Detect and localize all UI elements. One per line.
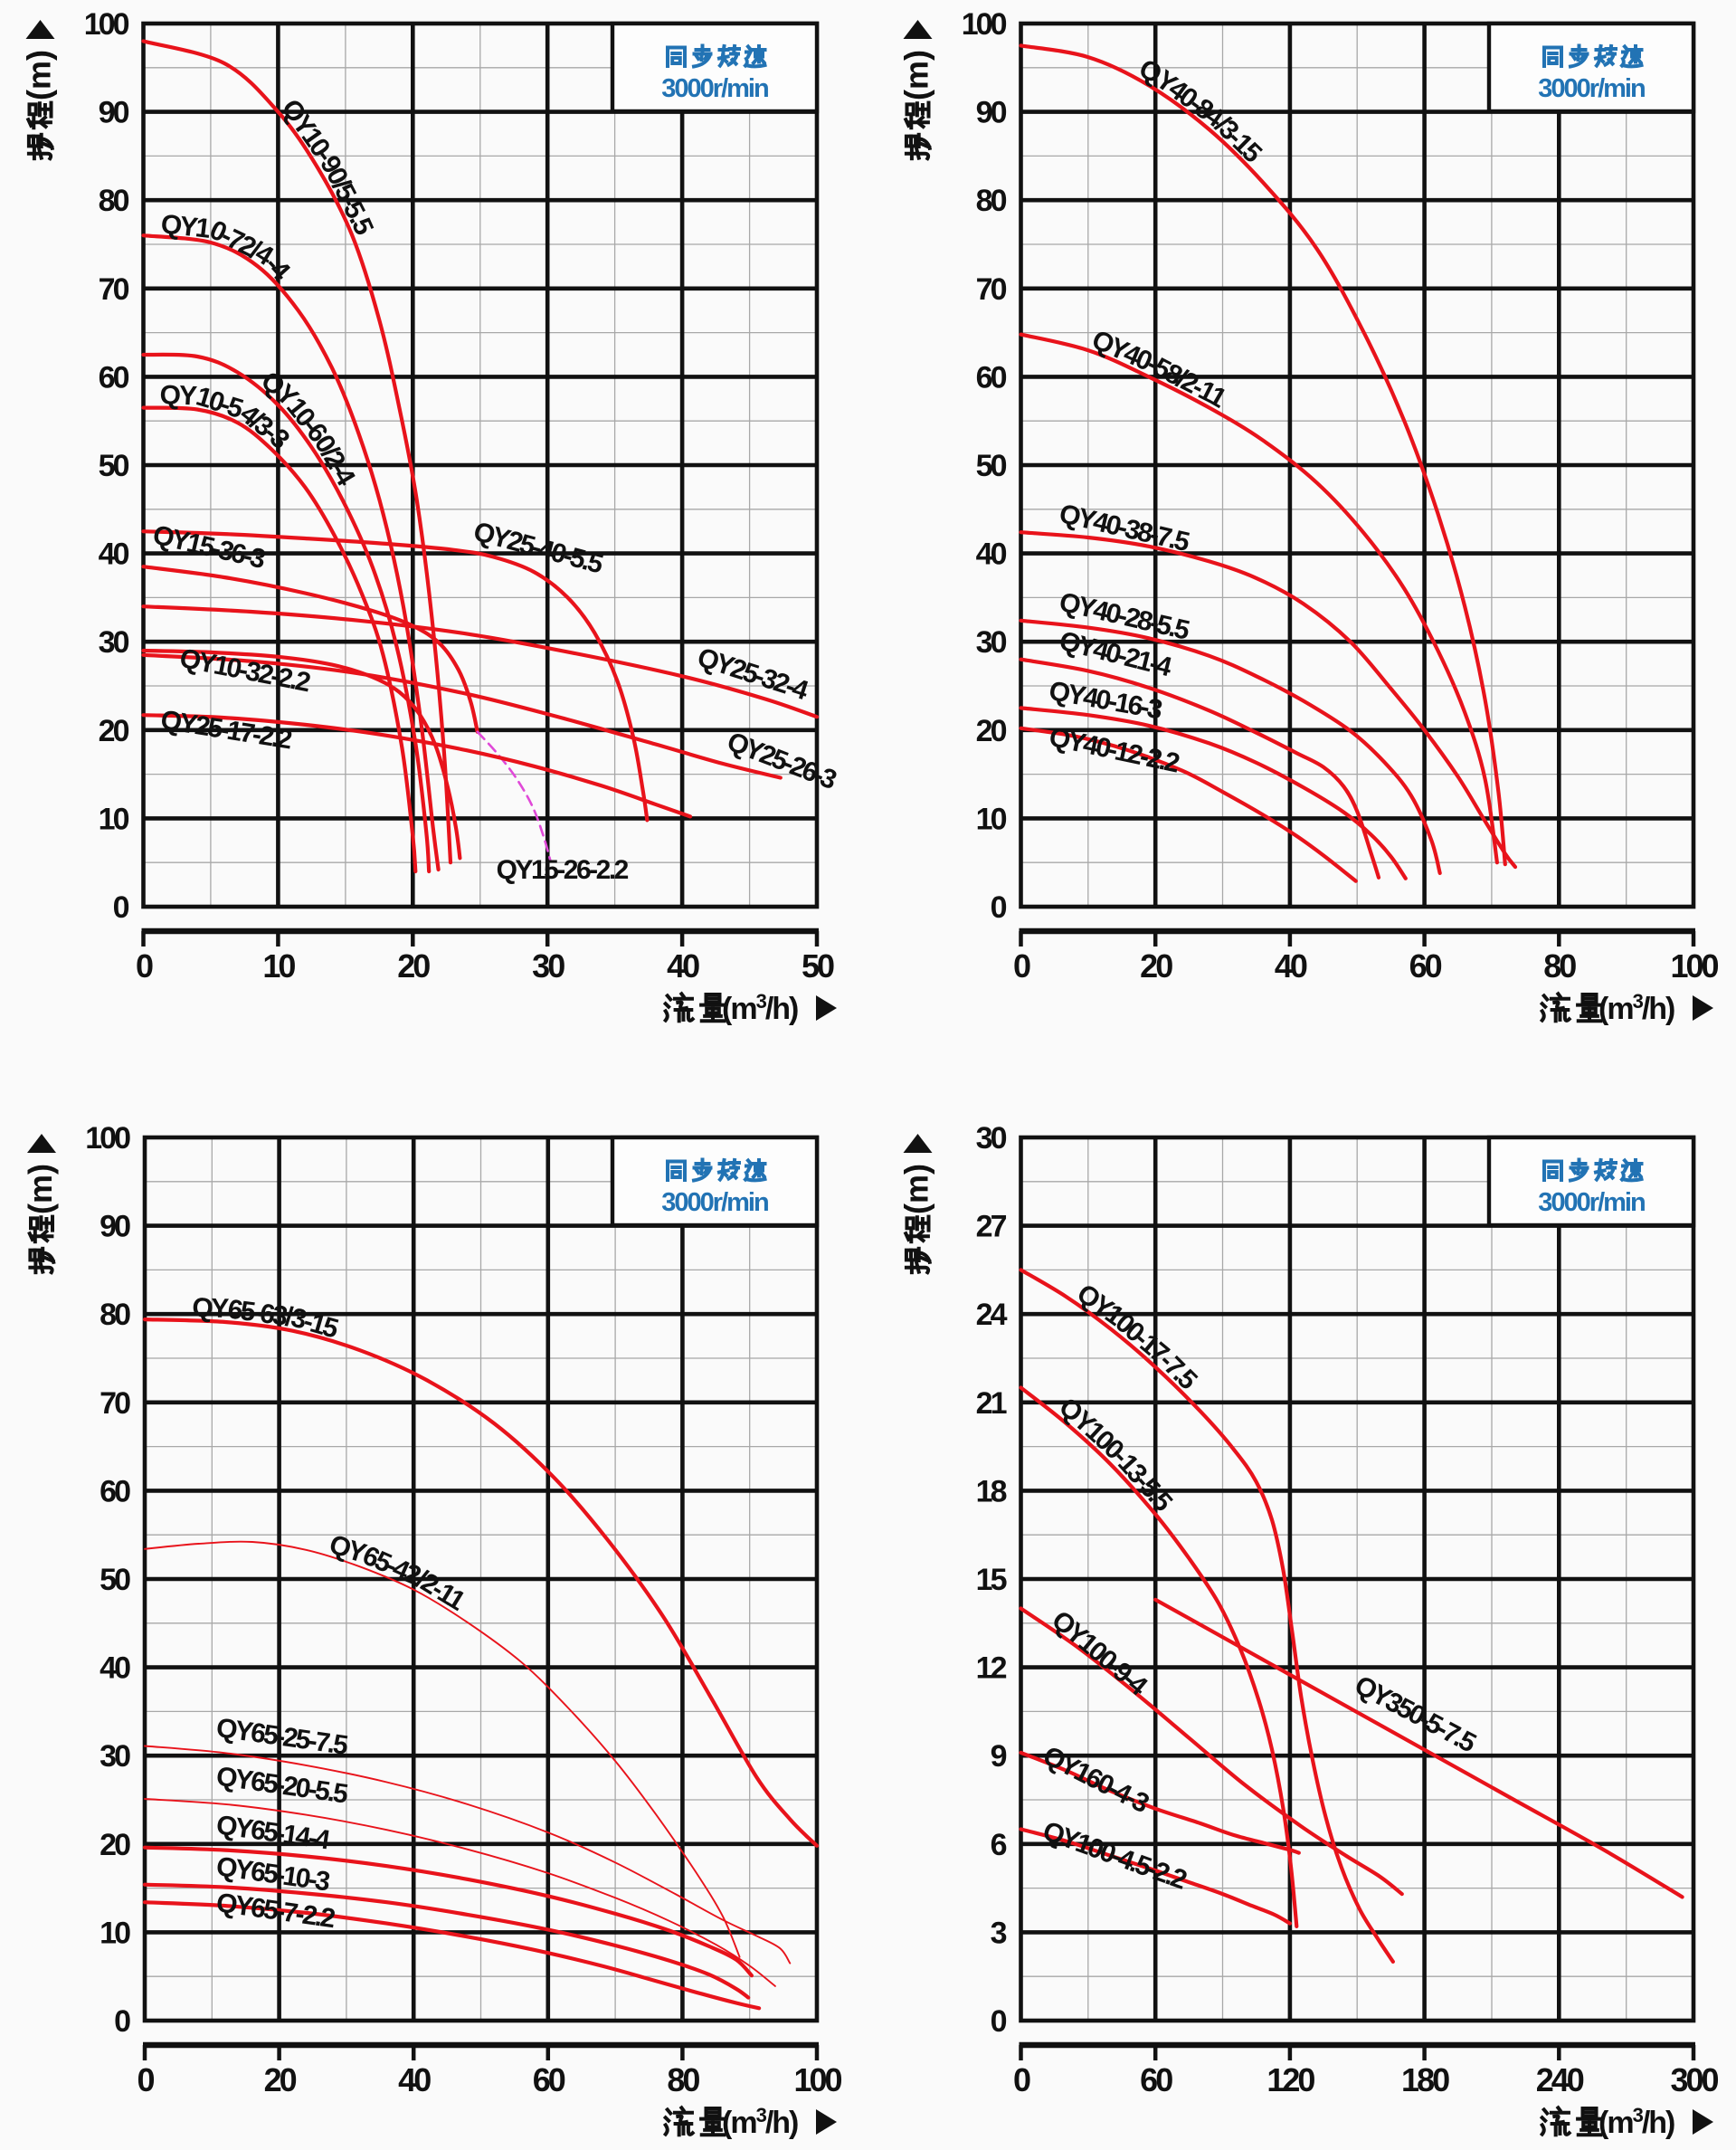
svg-text:(m): (m) [22, 1164, 59, 1214]
svg-text:60: 60 [99, 360, 129, 395]
svg-text:80: 80 [99, 184, 129, 218]
svg-text:20: 20 [1140, 947, 1172, 985]
svg-text:40: 40 [976, 538, 1007, 572]
svg-text:10: 10 [976, 802, 1007, 836]
svg-text:20: 20 [99, 714, 129, 748]
svg-text:0: 0 [137, 2061, 154, 2098]
svg-text:80: 80 [976, 184, 1007, 218]
svg-text:100: 100 [1670, 947, 1718, 985]
svg-text:27: 27 [976, 1210, 1007, 1244]
svg-text:18: 18 [976, 1474, 1007, 1508]
svg-text:(m): (m) [898, 50, 935, 100]
svg-text:90: 90 [976, 96, 1007, 130]
svg-text:(m): (m) [21, 50, 58, 100]
svg-text:60: 60 [1140, 2061, 1172, 2098]
svg-text:24: 24 [976, 1298, 1008, 1332]
svg-text:20: 20 [976, 714, 1007, 748]
svg-text:30: 30 [976, 1121, 1007, 1156]
svg-text:(m): (m) [898, 1164, 935, 1214]
svg-text:0: 0 [113, 890, 129, 925]
svg-text:9: 9 [991, 1739, 1007, 1774]
svg-text:(m3/h): (m3/h) [722, 2104, 798, 2140]
svg-text:6: 6 [991, 1828, 1007, 1862]
svg-text:30: 30 [532, 947, 564, 985]
svg-text:80: 80 [1543, 947, 1576, 985]
svg-text:50: 50 [802, 947, 834, 985]
svg-text:100: 100 [84, 7, 129, 42]
svg-text:40: 40 [667, 947, 699, 985]
svg-text:QY15-26-2.2: QY15-26-2.2 [497, 855, 629, 885]
svg-text:(m3/h): (m3/h) [1598, 2104, 1674, 2140]
svg-text:0: 0 [991, 890, 1007, 925]
svg-text:100: 100 [962, 7, 1007, 42]
svg-text:40: 40 [398, 2061, 431, 2098]
svg-text:20: 20 [264, 2061, 297, 2098]
svg-text:10: 10 [99, 802, 129, 836]
svg-text:3: 3 [991, 1916, 1007, 1950]
svg-text:21: 21 [976, 1386, 1007, 1421]
svg-text:70: 70 [100, 1386, 130, 1421]
svg-text:300: 300 [1670, 2061, 1718, 2098]
svg-text:80: 80 [100, 1298, 130, 1332]
svg-text:120: 120 [1266, 2061, 1314, 2098]
svg-text:100: 100 [85, 1121, 130, 1156]
svg-text:70: 70 [99, 272, 129, 307]
svg-text:30: 30 [99, 625, 129, 660]
svg-text:30: 30 [976, 625, 1007, 660]
svg-text:20: 20 [397, 947, 430, 985]
svg-text:3000r/min: 3000r/min [1538, 1188, 1645, 1217]
svg-text:0: 0 [114, 2004, 130, 2039]
svg-text:80: 80 [667, 2061, 699, 2098]
svg-text:60: 60 [533, 2061, 565, 2098]
svg-text:50: 50 [976, 449, 1007, 483]
svg-text:3000r/min: 3000r/min [661, 74, 768, 103]
svg-text:70: 70 [976, 272, 1007, 307]
svg-text:30: 30 [100, 1739, 130, 1774]
svg-text:20: 20 [100, 1828, 130, 1862]
svg-text:0: 0 [991, 2004, 1007, 2039]
svg-text:60: 60 [1409, 947, 1442, 985]
svg-text:60: 60 [976, 360, 1007, 395]
svg-text:50: 50 [99, 449, 129, 483]
svg-text:12: 12 [976, 1651, 1007, 1686]
svg-text:40: 40 [100, 1651, 130, 1686]
svg-text:90: 90 [100, 1210, 130, 1244]
svg-text:240: 240 [1536, 2061, 1584, 2098]
svg-text:40: 40 [1275, 947, 1307, 985]
svg-text:10: 10 [262, 947, 295, 985]
svg-text:10: 10 [100, 1916, 130, 1950]
svg-text:90: 90 [99, 96, 129, 130]
svg-text:180: 180 [1401, 2061, 1449, 2098]
svg-text:50: 50 [100, 1563, 130, 1597]
svg-text:(m3/h): (m3/h) [1598, 990, 1674, 1026]
svg-text:60: 60 [100, 1474, 130, 1508]
svg-text:0: 0 [1013, 2061, 1030, 2098]
svg-text:3000r/min: 3000r/min [1538, 74, 1645, 103]
svg-text:3000r/min: 3000r/min [661, 1188, 768, 1217]
svg-text:15: 15 [976, 1563, 1007, 1597]
svg-text:0: 0 [136, 947, 153, 985]
svg-text:100: 100 [793, 2061, 841, 2098]
svg-text:40: 40 [99, 538, 129, 572]
svg-text:0: 0 [1013, 947, 1030, 985]
